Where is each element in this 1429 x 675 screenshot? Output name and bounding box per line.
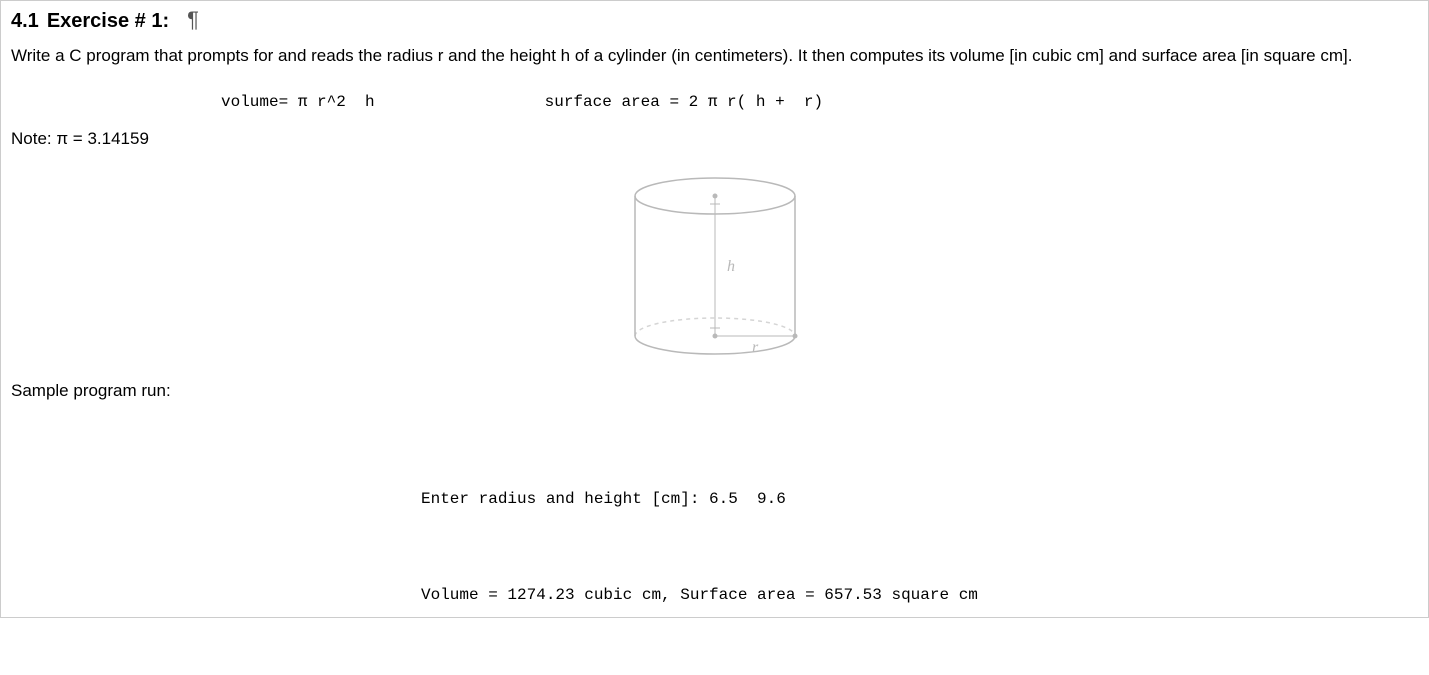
cylinder-figure: hr — [11, 171, 1418, 361]
sample-line: Enter radius and height [cm]: 6.5 9.6 — [421, 483, 1418, 515]
sample-run-label: Sample program run: — [11, 381, 1418, 401]
svg-text:h: h — [727, 258, 735, 275]
formula-surface-area: surface area = 2 π r( h + r) — [545, 93, 823, 111]
exercise-page: 4.1 Exercise # 1: ¶ Write a C program th… — [0, 0, 1429, 618]
formula-volume: volume= π r^2 h — [221, 93, 375, 111]
heading-number: 4.1 — [11, 10, 39, 33]
svg-text:r: r — [752, 339, 759, 356]
heading-title: Exercise # 1: — [47, 10, 169, 33]
pilcrow-icon: ¶ — [187, 7, 199, 33]
exercise-prompt: Write a C program that prompts for and r… — [11, 43, 1418, 69]
formula-row: volume= π r^2 h surface area = 2 π r( h … — [11, 93, 1418, 111]
cylinder-diagram: hr — [625, 171, 805, 361]
sample-line: Volume = 1274.23 cubic cm, Surface area … — [421, 579, 1418, 611]
pi-note: Note: π = 3.14159 — [11, 129, 1418, 149]
sample-output: Enter radius and height [cm]: 6.5 9.6 Vo… — [421, 419, 1418, 675]
section-heading: 4.1 Exercise # 1: ¶ — [11, 7, 1418, 33]
